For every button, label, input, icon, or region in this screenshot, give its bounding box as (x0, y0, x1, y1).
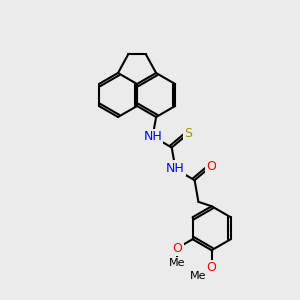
Text: Me: Me (169, 258, 186, 268)
Text: O: O (206, 160, 216, 172)
Text: NH: NH (166, 162, 185, 175)
Text: O: O (172, 242, 182, 254)
Text: O: O (207, 261, 217, 274)
Text: S: S (184, 127, 193, 140)
Text: Me: Me (190, 271, 206, 281)
Text: NH: NH (143, 130, 162, 143)
